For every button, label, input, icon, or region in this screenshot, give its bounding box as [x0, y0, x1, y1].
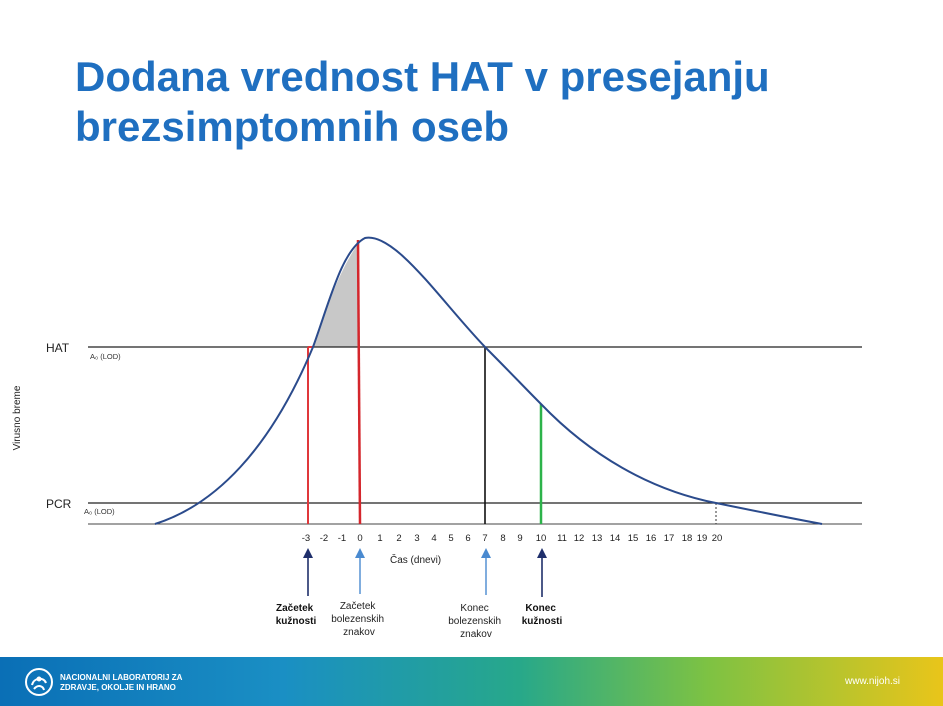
hat-label: HAT	[46, 341, 70, 355]
arrow-end-symptoms	[481, 548, 491, 595]
x-tick-label: -1	[338, 533, 346, 544]
x-tick-label: 5	[448, 533, 453, 544]
caption-end-infectious: Konec kužnosti	[522, 603, 563, 627]
start-symptoms-line	[356, 239, 362, 525]
x-tick-labels: -3 -2 -1 0 1 2 3 4 5 6 7 8 9 10 11 12 13 14 15 16 17 18 19 20	[302, 533, 723, 544]
x-tick-label: 2	[396, 533, 401, 544]
hat-lod-label: A₀ (LOD)	[90, 352, 121, 361]
x-tick-label: 4	[431, 533, 436, 544]
x-tick-label: 7	[482, 533, 487, 544]
pcr-lod-label: A₀ (LOD)	[84, 507, 115, 516]
x-tick-label: -3	[302, 533, 310, 544]
caption-end-symptoms: Konec bolezenskih znakov	[448, 603, 504, 640]
arrow-start-infectious	[303, 548, 313, 596]
slide-title: Dodana vrednost HAT v presejanju brezsim…	[75, 52, 915, 152]
caption-start-infectious: Začetek kužnosti	[276, 603, 317, 627]
x-tick-label: 6	[465, 533, 470, 544]
website-link[interactable]: www.nijoh.si	[845, 676, 901, 687]
arrow-end-infectious	[537, 548, 547, 597]
x-tick-label: 17	[664, 533, 675, 544]
org-line-2: ZDRAVJE, OKOLJE IN HRANO	[60, 683, 176, 692]
x-tick-label: 0	[357, 533, 362, 544]
organization-name: NACIONALNI LABORATORIJ ZA ZDRAVJE, OKOLJ…	[60, 673, 182, 693]
viral-load-curve	[154, 236, 823, 525]
x-axis-label: Čas (dnevi)	[390, 553, 441, 566]
x-tick-label: 8	[500, 533, 505, 544]
footer-bar: NACIONALNI LABORATORIJ ZA ZDRAVJE, OKOLJ…	[0, 657, 943, 706]
x-tick-label: 16	[646, 533, 657, 544]
caption-start-symptoms: Začetek bolezenskih znakov	[331, 601, 387, 638]
x-tick-label: 1	[377, 533, 382, 544]
x-tick-label: 12	[574, 533, 585, 544]
viral-load-diagram: Virusno breme HAT A₀ (LOD) PCR A₀ (LOD) …	[12, 236, 862, 640]
shaded-infectious-presymptomatic-area	[313, 244, 358, 347]
org-line-1: NACIONALNI LABORATORIJ ZA	[60, 673, 183, 682]
x-tick-label: 10	[536, 533, 547, 544]
x-tick-label: 19	[697, 533, 708, 544]
slide-title-line-1: Dodana vrednost HAT v presejanju	[75, 53, 770, 100]
arrow-start-symptoms	[355, 548, 365, 594]
y-axis-label: Virusno breme	[12, 385, 23, 450]
x-tick-label: 3	[414, 533, 419, 544]
x-tick-label: 14	[610, 533, 621, 544]
x-tick-label: -2	[320, 533, 328, 544]
x-tick-label: 18	[682, 533, 693, 544]
x-tick-label: 9	[517, 533, 522, 544]
x-tick-label: 20	[712, 533, 723, 544]
nlzoh-logo-icon	[25, 668, 53, 696]
slide-title-line-2: brezsimptomnih oseb	[75, 103, 510, 150]
pcr-label: PCR	[46, 497, 72, 511]
x-tick-label: 13	[592, 533, 603, 544]
x-tick-label: 11	[557, 533, 567, 544]
x-tick-label: 15	[628, 533, 639, 544]
